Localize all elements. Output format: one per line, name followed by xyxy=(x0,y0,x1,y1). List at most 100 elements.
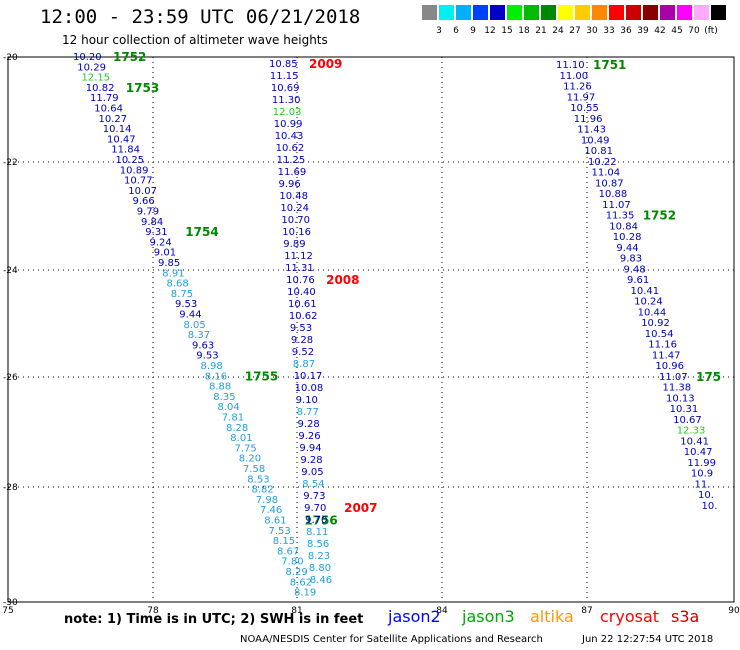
wave-height-value: 8.20 xyxy=(239,454,261,465)
wave-height-value: 10.22 xyxy=(588,157,617,168)
wave-height-value: 8.88 xyxy=(209,382,231,393)
scale-label: 27 xyxy=(569,26,581,36)
wave-height-value: 9.31 xyxy=(145,227,167,238)
wave-height-value: 10.67 xyxy=(673,415,702,426)
wave-height-value: 11.31 xyxy=(285,263,314,274)
wave-height-value: 9.26 xyxy=(298,431,320,442)
wave-height-value: 11.10 xyxy=(556,60,585,71)
scale-label: (ft) xyxy=(704,26,718,36)
wave-height-value: 10.55 xyxy=(570,103,599,114)
scale-label: 12 xyxy=(484,26,496,36)
wave-height-value: 11.25 xyxy=(277,155,306,166)
lon-label: 75 xyxy=(2,606,13,616)
wave-height-value: 8.15 xyxy=(273,536,295,547)
wave-height-value: 10.82 xyxy=(86,83,115,94)
scale-swatch xyxy=(609,5,624,20)
wave-height-value: 10.08 xyxy=(295,383,324,394)
wave-height-value: 11.97 xyxy=(567,92,596,103)
pass-label: 175 xyxy=(696,370,721,384)
wave-height-value: 11.07 xyxy=(602,200,631,211)
wave-height-value: 9.79 xyxy=(137,207,159,218)
wave-height-value: 11.30 xyxy=(272,95,301,106)
wave-height-value: 10.28 xyxy=(613,232,642,243)
scale-label: 30 xyxy=(586,26,598,36)
wave-height-value: 8.82 xyxy=(252,485,274,496)
lat-label: -20 xyxy=(3,53,18,63)
legend-jason3: jason3 xyxy=(462,607,515,626)
wave-height-value: 10.07 xyxy=(128,186,157,197)
wave-height-value: 9.24 xyxy=(150,237,172,248)
map-frame xyxy=(7,56,735,603)
wave-height-value: 10.64 xyxy=(94,104,123,115)
scale-swatch xyxy=(456,5,471,20)
footer-note: note: 1) Time is in UTC; 2) SWH is in fe… xyxy=(64,612,364,627)
wave-height-value: 9.28 xyxy=(298,419,320,430)
scale-label: 39 xyxy=(637,26,649,36)
pass-label: 1751 xyxy=(593,58,626,72)
wave-height-value: 9.66 xyxy=(133,196,155,207)
wave-height-value: 9.94 xyxy=(299,443,321,454)
wave-height-value: 7.80 xyxy=(281,557,303,568)
pass-label: 2009 xyxy=(309,57,342,71)
scale-swatch xyxy=(643,5,658,20)
wave-height-value: 10.99 xyxy=(274,119,303,130)
wave-height-value: 10.29 xyxy=(77,62,106,73)
scale-label: 70 xyxy=(688,26,700,36)
wave-height-value: 10.9 xyxy=(691,469,713,480)
wave-height-value: 8.54 xyxy=(302,479,324,490)
lon-label: 78 xyxy=(147,606,159,616)
scale-swatch xyxy=(524,5,539,20)
wave-height-value: 8.67 xyxy=(277,546,299,557)
lon-label: 84 xyxy=(436,606,448,616)
wave-height-value: 10.43 xyxy=(275,131,304,142)
wave-height-value: 10.96 xyxy=(655,361,684,372)
wave-height-value: 10.54 xyxy=(645,329,674,340)
wave-height-value: 9.53 xyxy=(175,299,197,310)
scale-label: 9 xyxy=(470,26,476,36)
wave-height-value: 9.89 xyxy=(283,239,305,250)
lat-label: -28 xyxy=(3,483,18,493)
wave-height-value: 10.13 xyxy=(666,393,695,404)
wave-height-value: 8.98 xyxy=(201,361,223,372)
wave-height-value: 11.69 xyxy=(278,167,307,178)
wave-height-value: 10.47 xyxy=(684,447,713,458)
wave-height-value: 9.84 xyxy=(141,217,163,228)
wave-height-value: 8.19 xyxy=(294,588,316,599)
wave-height-value: 10.69 xyxy=(271,83,300,94)
wave-height-value: 11.96 xyxy=(574,114,603,125)
legend-s3a: s3a xyxy=(671,607,700,626)
wave-height-value: 8.05 xyxy=(184,320,206,331)
scale-label: 6 xyxy=(453,26,459,36)
wave-height-value: 9.44 xyxy=(179,310,201,321)
pass-label: 1755 xyxy=(245,369,278,383)
wave-height-value: 10. xyxy=(698,490,714,501)
wave-height-value: 10.77 xyxy=(124,176,153,187)
wave-height-value: 10.20 xyxy=(73,52,102,63)
wave-height-value: 11.15 xyxy=(270,71,299,82)
wave-height-value: 9.63 xyxy=(192,340,214,351)
wave-height-value: 7.81 xyxy=(222,413,244,424)
wave-height-value: 12.33 xyxy=(677,426,706,437)
lat-label: -22 xyxy=(3,158,18,168)
lon-label: 81 xyxy=(291,606,302,616)
lat-label: -26 xyxy=(3,373,18,383)
lon-label: 87 xyxy=(581,606,592,616)
scale-label: 24 xyxy=(552,26,564,36)
wave-height-value: 8.01 xyxy=(230,433,252,444)
scale-swatch xyxy=(660,5,675,20)
pass-label: 2007 xyxy=(344,501,377,515)
wave-height-value: 11.16 xyxy=(648,340,677,351)
wave-height-value: 10.17 xyxy=(294,371,323,382)
wave-height-value: 9.48 xyxy=(624,264,646,275)
wave-height-value: 10.76 xyxy=(286,275,315,286)
wave-height-value: 11.35 xyxy=(606,211,635,222)
pass-label: 1752 xyxy=(643,209,676,223)
scale-swatch xyxy=(575,5,590,20)
wave-height-value: 8.37 xyxy=(188,330,210,341)
wave-height-value: 9.44 xyxy=(616,243,638,254)
wave-height-value: 10.88 xyxy=(599,189,628,200)
wave-height-value: 11.84 xyxy=(111,145,140,156)
wave-height-value: 8.46 xyxy=(310,575,332,586)
generated-timestamp: Jun 22 12:27:54 UTC 2018 xyxy=(582,634,714,645)
scale-swatch xyxy=(592,5,607,20)
